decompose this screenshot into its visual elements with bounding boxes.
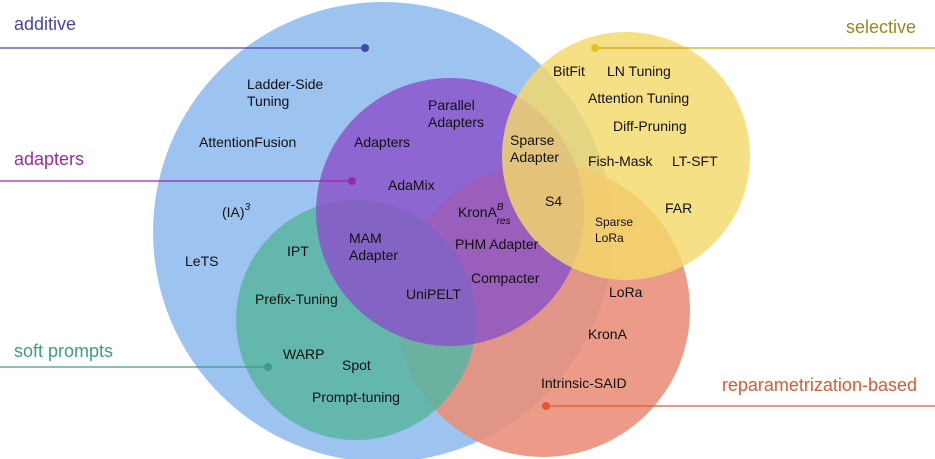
method-far: FAR	[665, 200, 692, 216]
method-adapters: Adapters	[354, 134, 410, 150]
selective-circle	[502, 32, 750, 280]
method-sparse-lora-line1: Sparse	[595, 215, 633, 229]
method-unipelt: UniPELT	[406, 286, 461, 302]
method-adamix: AdaMix	[388, 177, 435, 193]
method-phm-adapter: PHM Adapter	[455, 236, 539, 252]
method-lora: LoRa	[609, 284, 643, 300]
method-sparse-adapter-line2: Adapter	[510, 149, 559, 165]
method-attention-tuning: Attention Tuning	[588, 90, 689, 106]
method-warp: WARP	[283, 346, 324, 362]
method-lets: LeTS	[185, 253, 218, 269]
method-prompt-tuning: Prompt-tuning	[312, 389, 400, 405]
method-spot: Spot	[342, 357, 371, 373]
method-mam-adapter-line1: MAM	[349, 230, 382, 246]
category-label-additive: additive	[14, 14, 76, 34]
method-krona: KronA	[588, 326, 628, 342]
method-ladder-side-line1: Ladder-Side	[247, 76, 323, 92]
method-mam-adapter-line2: Adapter	[349, 247, 398, 263]
method-diff-pruning: Diff-Pruning	[613, 118, 687, 134]
soft-prompts-callout: soft prompts	[0, 341, 272, 371]
method-ladder-side-line2: Tuning	[247, 93, 289, 109]
adapters-callout: adapters	[0, 149, 356, 185]
method-s4: S4	[545, 193, 562, 209]
method-sparse-adapter-line1: Sparse	[510, 132, 555, 148]
additive-callout: additive	[0, 14, 369, 52]
category-label-reparametrization: reparametrization-based	[722, 375, 917, 395]
method-ipt: IPT	[287, 243, 309, 259]
method-compacter: Compacter	[471, 270, 540, 286]
method-intrinsic-said: Intrinsic-SAID	[541, 375, 627, 391]
method-sparse-lora-line2: LoRa	[595, 231, 624, 245]
method-prefix-tuning: Prefix-Tuning	[255, 291, 338, 307]
reparametrization-callout: reparametrization-based	[542, 375, 935, 410]
method-fish-mask: Fish-Mask	[588, 153, 654, 169]
category-label-selective: selective	[846, 17, 916, 37]
method-lt-sft: LT-SFT	[672, 153, 718, 169]
method-parallel-adapters-line2: Adapters	[428, 114, 484, 130]
method-parallel-adapters-line1: Parallel	[428, 97, 475, 113]
method-ln-tuning: LN Tuning	[607, 63, 671, 79]
method-attention-fusion: AttentionFusion	[199, 134, 296, 150]
method-ia3: (IA)3	[222, 202, 251, 220]
selective-callout: selective	[591, 17, 935, 52]
category-label-adapters: adapters	[14, 149, 84, 169]
method-bitfit: BitFit	[553, 63, 585, 79]
method-krona-res: KronAB res	[458, 202, 511, 227]
category-label-soft-prompts: soft prompts	[14, 341, 113, 361]
